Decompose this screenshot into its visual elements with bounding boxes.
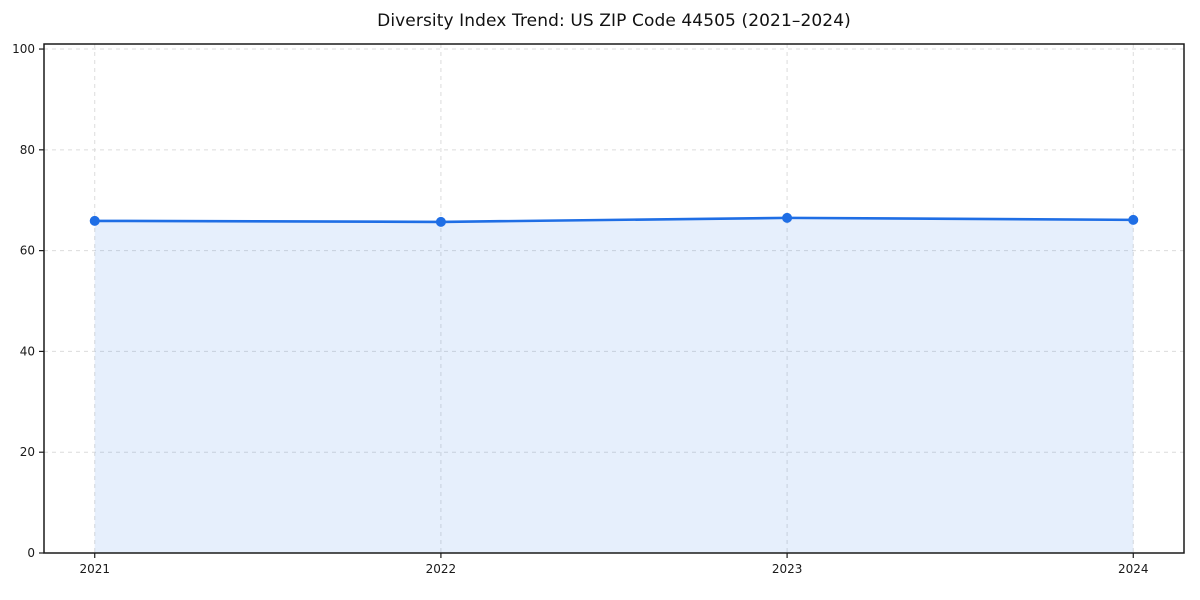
data-point-2022: [435, 216, 446, 227]
plot-spines: [43, 43, 1185, 554]
x-tick-label-2021: 2021: [79, 562, 110, 576]
x-tick-label-2024: 2024: [1118, 562, 1149, 576]
y-tick-label-60: 60: [20, 244, 35, 258]
y-tick-label-40: 40: [20, 344, 35, 358]
y-tick-label-80: 80: [20, 143, 35, 157]
data-point-2023: [782, 212, 793, 223]
y-tick-label-20: 20: [20, 445, 35, 459]
x-tick-label-2023: 2023: [772, 562, 803, 576]
x-tick-label-2022: 2022: [426, 562, 457, 576]
data-point-2021: [89, 215, 100, 226]
trend-line: [93, 216, 1135, 224]
chart-title: Diversity Index Trend: US ZIP Code 44505…: [377, 11, 851, 31]
area-fill: [94, 217, 1134, 553]
y-tick-label-0: 0: [27, 546, 35, 560]
data-point-2024: [1128, 214, 1139, 225]
y-tick-label-100: 100: [12, 42, 35, 56]
